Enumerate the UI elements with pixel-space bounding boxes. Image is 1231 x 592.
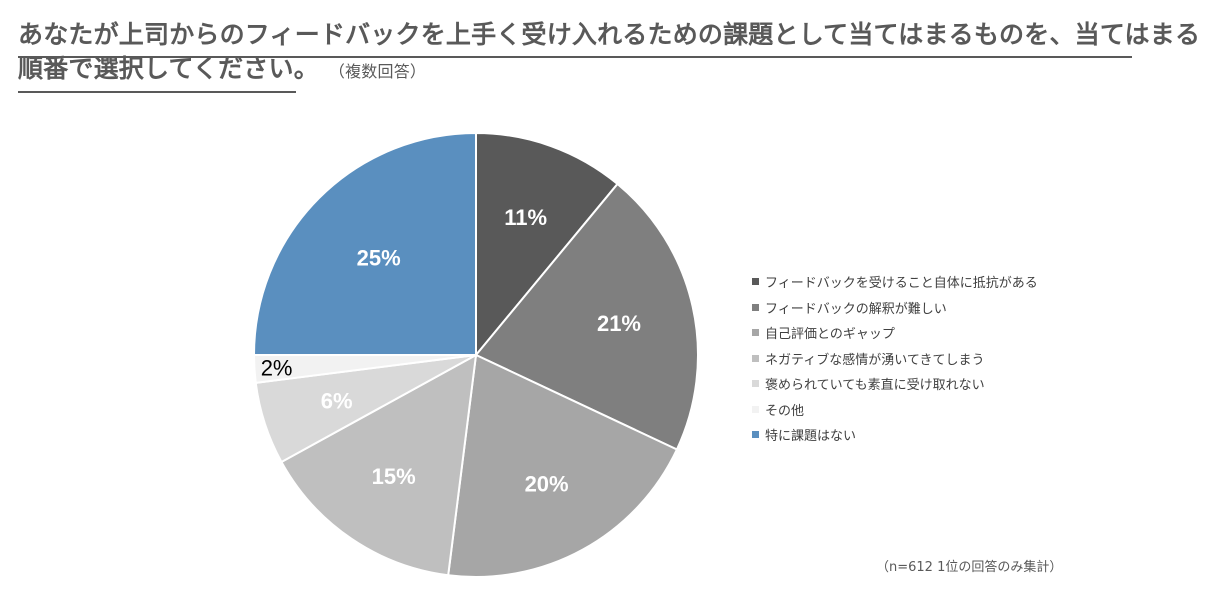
legend-swatch — [752, 303, 759, 311]
legend-label: 褒められていても素直に受け取れない — [765, 378, 985, 394]
legend-swatch — [752, 431, 759, 439]
legend-swatch — [752, 380, 759, 388]
legend-label: その他 — [765, 403, 805, 419]
legend-swatch — [752, 354, 759, 362]
chart-legend: フィードバックを受けること自体に抵抗がある フィードバックの解釈が難しい 自己評価と… — [752, 269, 1038, 448]
legend-label: 特に課題はない — [765, 429, 857, 445]
pie-slice — [474, 182, 699, 451]
legend-item: 褒められていても素直に受け取れない — [752, 371, 1038, 397]
legend-label: 自己評価とのギャップ — [765, 327, 895, 343]
pie-slice-label: 20% — [525, 471, 569, 496]
footnote: （n=612 1位の回答のみ集計） — [876, 560, 1063, 575]
title-note: （複数回答） — [328, 62, 427, 81]
title-underline — [18, 56, 1132, 58]
legend-label: ネガティブな感情が湧いてきてしまう — [765, 352, 985, 368]
title-underline — [18, 91, 296, 93]
pie-slice — [252, 131, 477, 356]
pie-slice-label: 6% — [321, 388, 353, 413]
pie-slice — [447, 353, 679, 578]
pie-slice-label: 2% — [261, 356, 293, 381]
legend-item: その他 — [752, 397, 1038, 423]
title-line-2: 順番で選択してください。 — [18, 54, 319, 83]
legend-swatch — [752, 405, 759, 413]
pie-slice-label: 15% — [372, 464, 416, 489]
title-line-1: あなたが上司からのフィードバックを上手く受け入れるための課題として当てはまるもの… — [18, 20, 1201, 49]
legend-item: ネガティブな感情が湧いてきてしまう — [752, 346, 1038, 372]
legend-item: フィードバックを受けること自体に抵抗がある — [752, 269, 1038, 295]
pie-slice-label: 21% — [597, 311, 641, 336]
chart-title: あなたが上司からのフィードバックを上手く受け入れるための課題として当てはまるもの… — [18, 18, 1201, 89]
legend-label: フィードバックの解釈が難しい — [765, 301, 947, 317]
legend-item: 特に課題はない — [752, 422, 1038, 448]
pie-slice-label: 11% — [504, 205, 547, 230]
pie-slice-label: 25% — [357, 246, 401, 271]
legend-swatch — [752, 329, 759, 337]
title-line-2-row: 順番で選択してください。 （複数回答） — [18, 52, 1138, 89]
legend-item: 自己評価とのギャップ — [752, 320, 1038, 346]
legend-swatch — [752, 278, 759, 286]
legend-label: フィードバックを受けること自体に抵抗がある — [765, 276, 1038, 292]
legend-item: フィードバックの解釈が難しい — [752, 295, 1038, 321]
pie-slice — [280, 353, 478, 577]
pie-slice — [475, 131, 619, 358]
